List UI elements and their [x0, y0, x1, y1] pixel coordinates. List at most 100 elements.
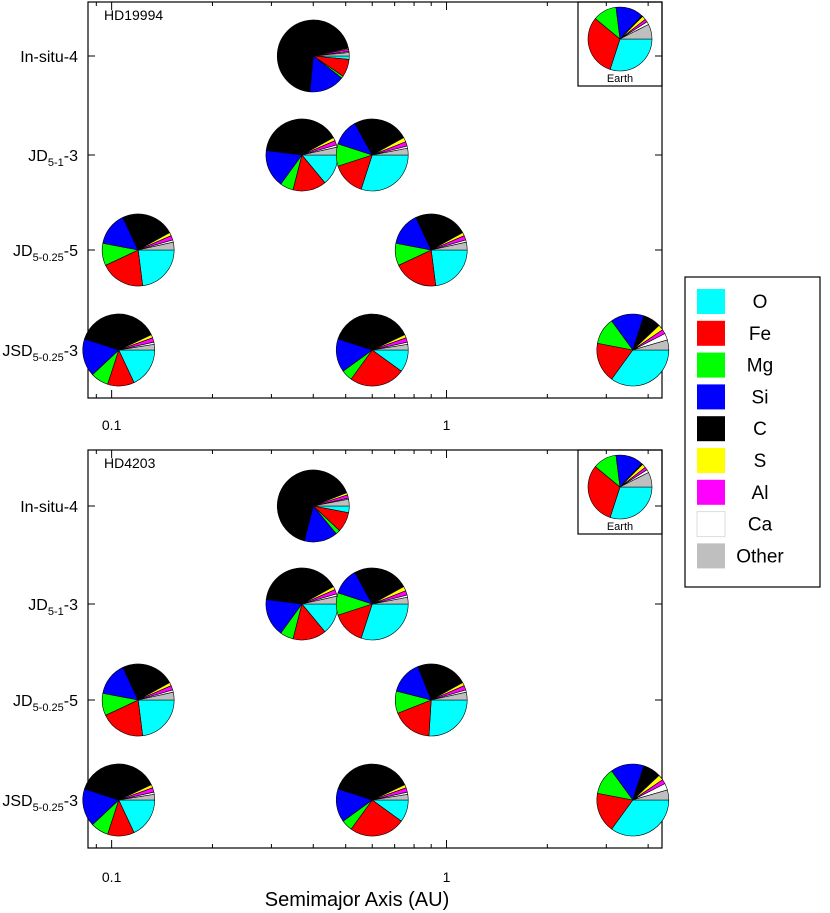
pie-slice-o — [609, 38, 653, 72]
earth-pie — [587, 6, 653, 72]
planet-pie — [276, 469, 350, 543]
legend-swatch — [697, 543, 725, 569]
legend-item-c: C — [697, 416, 767, 442]
planet-pie — [82, 763, 156, 837]
row-label: JD5-1-3 — [28, 148, 78, 169]
pie-slice-fe — [105, 249, 143, 287]
pie-slice-c — [337, 763, 406, 801]
pie-slice-c — [84, 313, 152, 351]
panel-hd19994: HD19994 0.1 1 Earth In-situ-4 JD5-1-3 JD5-0.25… — [2, 1, 670, 433]
legend-swatch — [697, 416, 725, 442]
pie-slice-other — [632, 339, 670, 351]
earth-label: Earth — [607, 73, 633, 85]
pie-slice-o — [611, 349, 670, 387]
pie-slice-o — [137, 699, 175, 737]
legend-label: Al — [752, 483, 769, 504]
x-tick-label: 1 — [443, 869, 451, 885]
earth-label: Earth — [607, 521, 633, 533]
row-label: JD5-1-3 — [28, 597, 78, 618]
planet-pie — [82, 313, 156, 387]
x-tick-label: 0.1 — [102, 417, 122, 433]
pie-slice-other — [138, 241, 175, 251]
planet-pie — [596, 763, 670, 837]
pie-slice-c — [265, 118, 334, 156]
legend-label: C — [753, 419, 767, 440]
pie-slice-fe — [596, 792, 634, 830]
pie-slice-other — [118, 344, 156, 351]
planet-pie — [336, 118, 409, 192]
planet-pie — [265, 118, 339, 192]
pie-slice-o — [137, 249, 175, 287]
pie-slice-fe — [397, 699, 432, 737]
planet-pie — [101, 663, 175, 737]
pie-slice-c — [354, 567, 405, 605]
row-label: JSD5-0.25-3 — [2, 343, 78, 364]
x-tick-label: 1 — [443, 417, 451, 433]
pie-slice-other — [372, 596, 409, 605]
pie-slice-c — [415, 213, 464, 251]
pie-slice-other — [619, 472, 653, 488]
legend-swatch — [697, 352, 725, 378]
pie-slice-c — [265, 567, 334, 605]
chart-panels: HD19994 0.1 1 Earth In-situ-4 JD5-1-3 JD5-0.25… — [2, 1, 670, 885]
legend-item-fe: Fe — [697, 320, 771, 346]
planet-pie — [394, 663, 468, 737]
legend-item-mg: Mg — [697, 352, 773, 378]
row-label: In-situ-4 — [20, 499, 78, 516]
legend-item-s: S — [697, 448, 766, 473]
earth-pie — [587, 454, 653, 520]
planet-pie — [394, 213, 468, 287]
planet-pie — [335, 763, 409, 837]
legend-label: Other — [736, 546, 784, 567]
pie-slice-other — [372, 344, 409, 351]
legend-swatch — [697, 479, 725, 505]
pie-slice-o — [611, 799, 670, 837]
planet-pie — [265, 567, 339, 641]
pie-slice-o — [360, 603, 409, 641]
pie-slice-c — [354, 118, 405, 156]
planet-pie — [596, 313, 670, 387]
pie-slice-c — [417, 663, 464, 701]
pie-slice-c — [276, 469, 348, 542]
pie-slice-o — [360, 154, 409, 192]
pie-slice-fe — [350, 799, 402, 837]
pie-slice-c — [122, 213, 171, 251]
legend-item-other: Other — [697, 543, 784, 569]
x-axis-label: Semimajor Axis (AU) — [265, 889, 449, 911]
pie-slice-c — [122, 663, 171, 701]
row-label: JD5-0.25-5 — [13, 243, 78, 264]
legend-label: Mg — [747, 356, 773, 377]
pie-slice-other — [118, 794, 156, 801]
legend-swatch — [697, 320, 725, 346]
legend-swatch — [697, 448, 725, 473]
pie-slice-other — [619, 24, 653, 40]
pie-slice-fe — [398, 249, 437, 287]
pie-slice-fe — [587, 466, 621, 518]
pie-slice-o — [430, 249, 468, 287]
pie-slice-fe — [350, 349, 402, 387]
pie-slice-c — [276, 19, 349, 93]
pie-slice-other — [632, 789, 670, 801]
legend-swatch — [697, 289, 725, 314]
legend-label: Fe — [749, 324, 771, 345]
row-label: In-situ-4 — [20, 49, 78, 66]
legend-swatch — [696, 511, 726, 538]
legend-swatch — [697, 384, 725, 410]
pie-slice-other — [313, 52, 350, 57]
system-label: HD19994 — [104, 7, 163, 23]
pie-slice-other — [372, 794, 409, 801]
legend-item-al: Al — [697, 479, 769, 505]
pie-slice-fe — [105, 699, 143, 737]
pie-slice-other — [431, 241, 468, 251]
pie-slice-other — [313, 498, 350, 507]
earth-inset-frame — [577, 449, 663, 535]
pie-slice-other — [372, 147, 409, 156]
pie-slice-other — [431, 691, 468, 701]
panel-hd4203: HD4203 0.1 1 Earth In-situ-4 JD5-1-3 JD5-0.25-… — [2, 449, 670, 885]
pie-slice-o — [118, 349, 156, 383]
pie-slice-o — [118, 799, 156, 833]
legend-label: O — [753, 292, 768, 313]
planet-pie — [101, 213, 175, 287]
plot-frame — [87, 1, 663, 399]
